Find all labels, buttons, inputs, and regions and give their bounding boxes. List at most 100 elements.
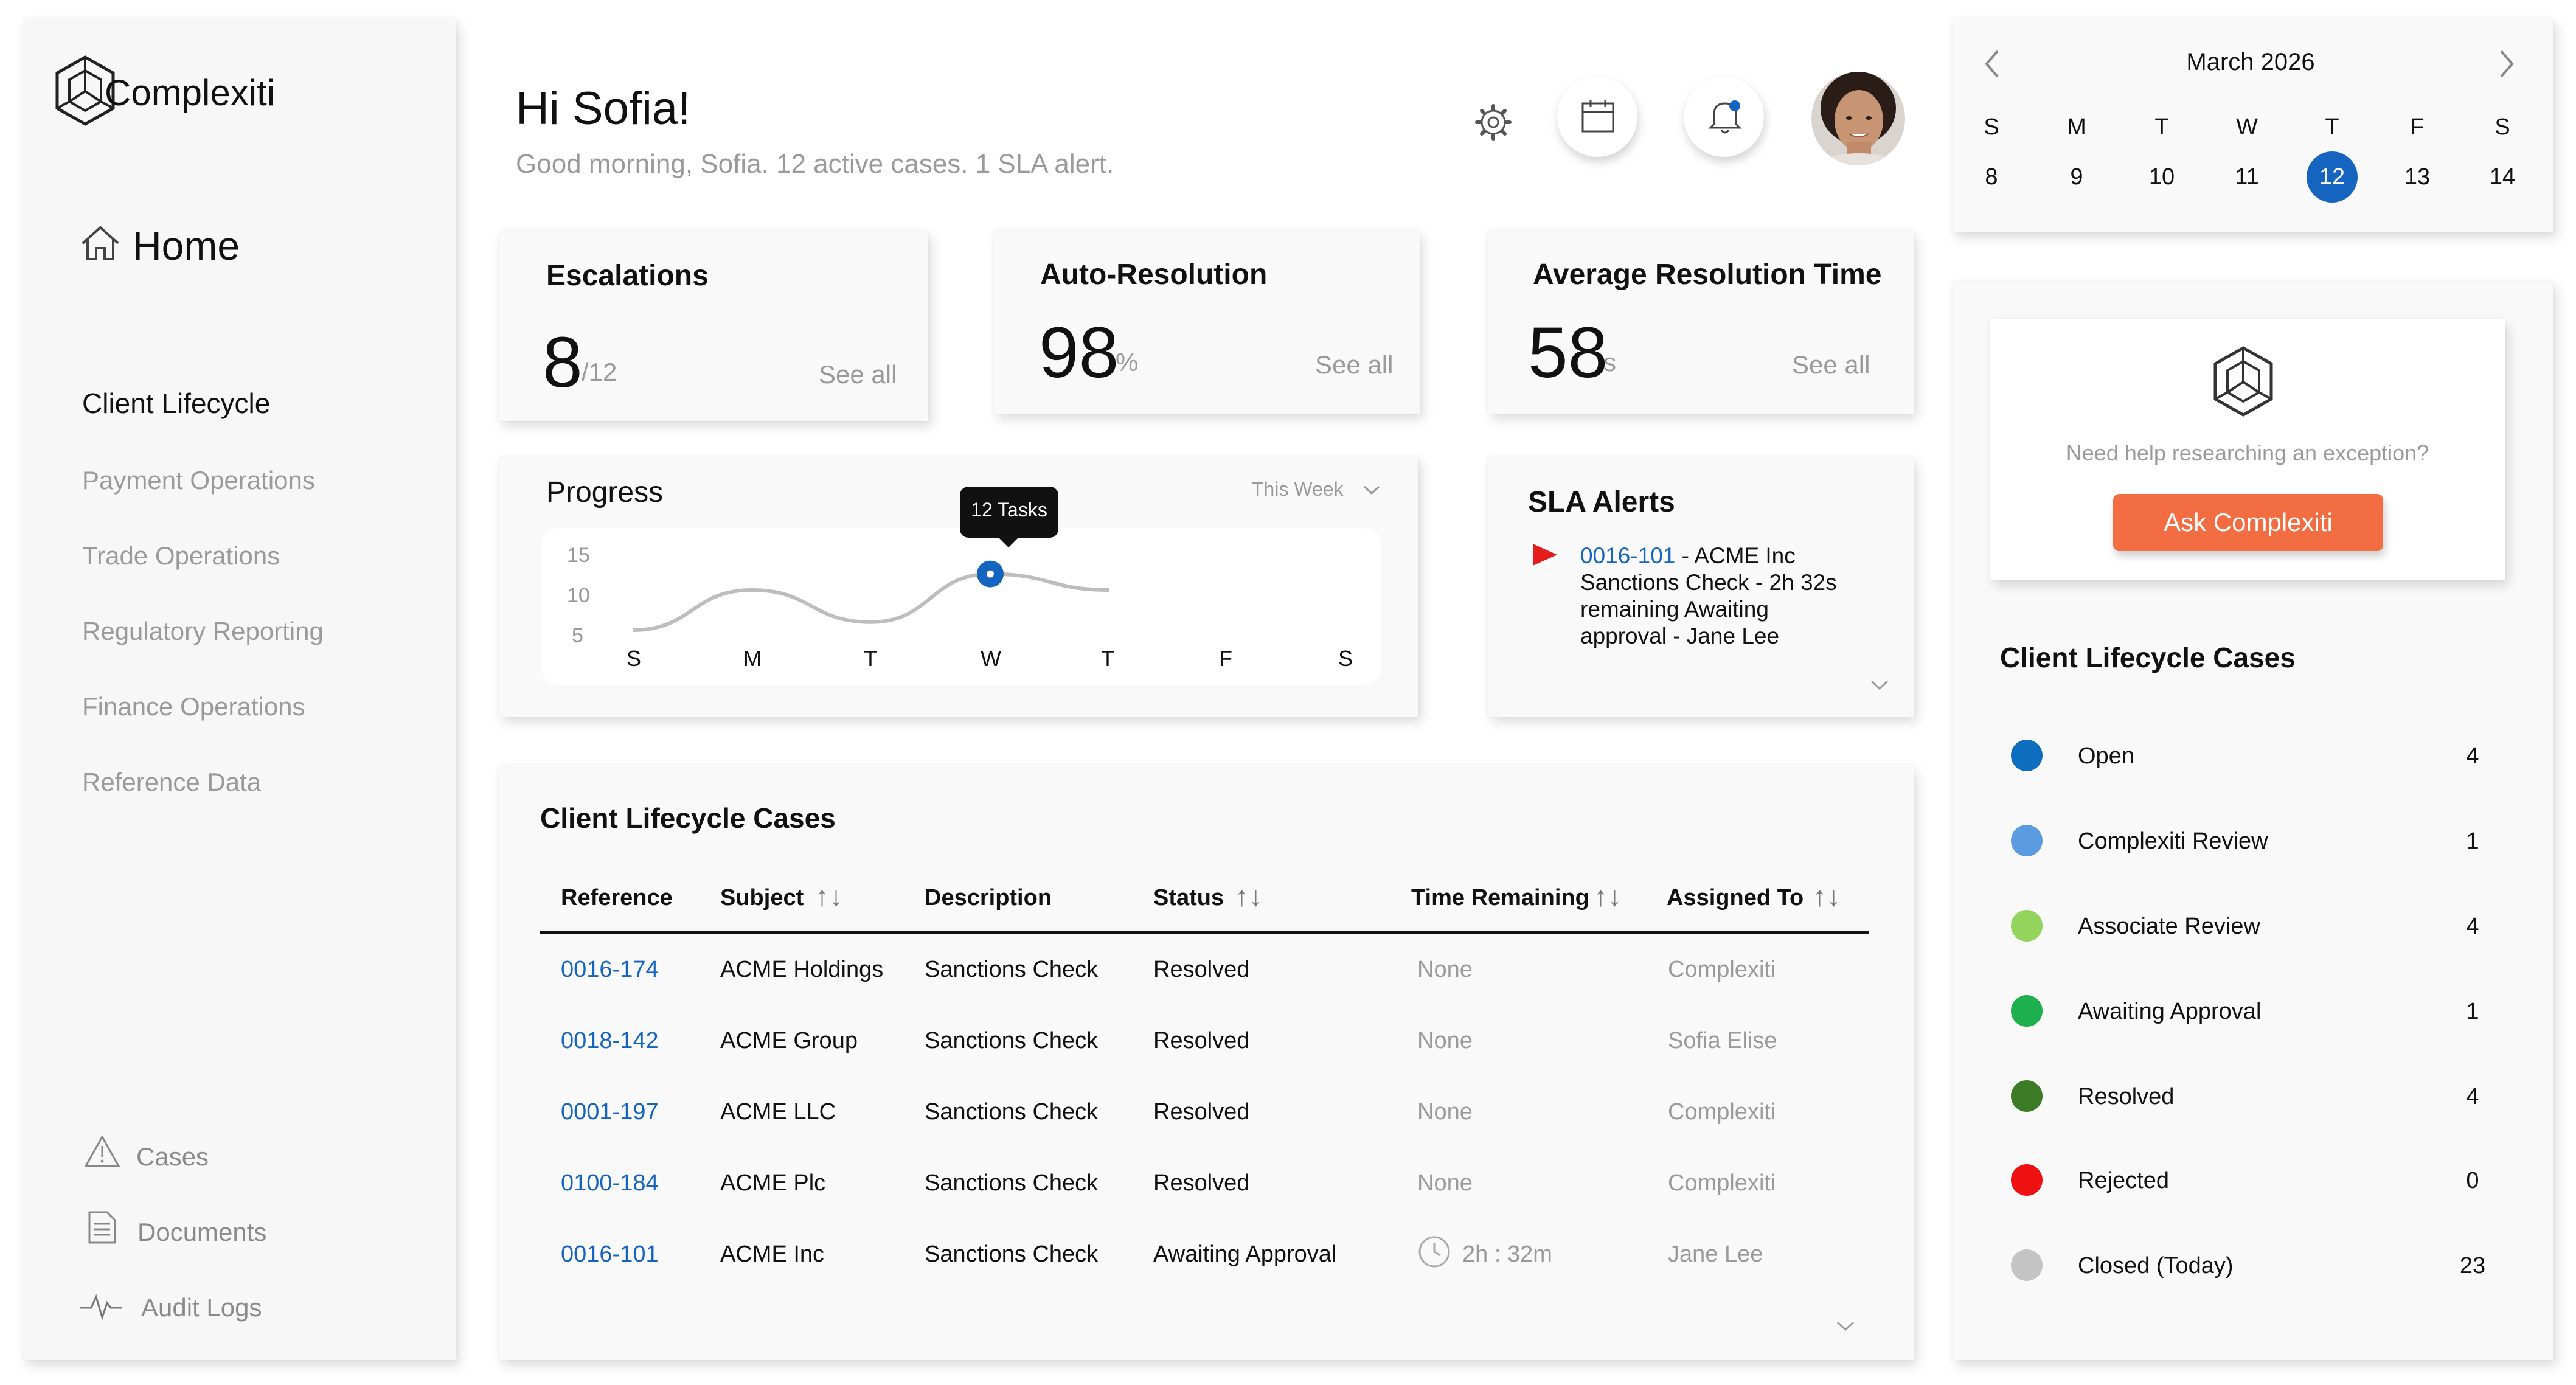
case-reference-link[interactable]: 0016-101 bbox=[561, 1241, 659, 1267]
case-subject: ACME Plc bbox=[720, 1170, 826, 1196]
tooltip-pointer bbox=[998, 536, 1019, 547]
calendar-day[interactable]: 10 bbox=[2148, 164, 2175, 190]
calendar-day[interactable]: 14 bbox=[2489, 164, 2516, 190]
case-subject: ACME Inc bbox=[720, 1241, 825, 1267]
legend-dot-closed-today bbox=[2011, 1249, 2043, 1281]
legend-dot-associate-review bbox=[2011, 910, 2043, 942]
sidebar-item-regulatory-reporting[interactable]: Regulatory Reporting bbox=[82, 617, 324, 645]
column-header-subject[interactable]: Subject bbox=[720, 885, 804, 911]
case-status: Awaiting Approval bbox=[1153, 1241, 1337, 1267]
avg-resolution-see-all-link[interactable]: See all bbox=[1792, 350, 1870, 379]
sla-alert-item[interactable]: 0016-101 - ACME Inc Sanctions Check - 2h… bbox=[1580, 543, 1909, 650]
sidebar-item-finance-operations[interactable]: Finance Operations bbox=[82, 692, 305, 721]
case-assigned-to: Complexiti bbox=[1668, 1099, 1776, 1125]
expand-chevron-icon[interactable] bbox=[1870, 679, 1889, 691]
auto-resolution-see-all-link[interactable]: See all bbox=[1315, 350, 1394, 379]
legend-dot-rejected bbox=[2011, 1164, 2043, 1196]
case-description: Sanctions Check bbox=[925, 957, 1099, 982]
legend-count: 23 bbox=[2459, 1253, 2486, 1279]
sort-icon[interactable]: ↑↓ bbox=[1813, 880, 1841, 912]
case-time-remaining: None bbox=[1417, 1099, 1473, 1125]
case-description: Sanctions Check bbox=[925, 1241, 1099, 1267]
progress-plot-area bbox=[541, 528, 1381, 685]
escalations-unit: /12 bbox=[582, 358, 617, 386]
sla-alerts-title: SLA Alerts bbox=[1528, 486, 1675, 518]
sidebar-item-reference-data[interactable]: Reference Data bbox=[82, 768, 262, 796]
avg-resolution-value: 58 bbox=[1528, 313, 1608, 393]
chevron-right-icon[interactable] bbox=[2498, 49, 2516, 79]
legend-label[interactable]: Rejected bbox=[2078, 1168, 2169, 1193]
period-select[interactable]: This Week bbox=[1252, 478, 1344, 500]
avg-resolution-unit: s bbox=[1603, 348, 1616, 377]
column-header-status[interactable]: Status bbox=[1153, 885, 1224, 911]
column-header-assigned-to[interactable]: Assigned To bbox=[1667, 885, 1804, 911]
legend-label[interactable]: Associate Review bbox=[2078, 914, 2260, 939]
legend-label[interactable]: Awaiting Approval bbox=[2078, 999, 2262, 1024]
sla-alerts-card bbox=[1488, 456, 1914, 717]
calendar-day[interactable]: 8 bbox=[1985, 164, 1998, 190]
case-reference-link[interactable]: 0001-197 bbox=[561, 1099, 659, 1125]
activity-icon bbox=[80, 1294, 122, 1321]
legend-count: 4 bbox=[2466, 1084, 2479, 1109]
warning-icon bbox=[84, 1134, 120, 1167]
calendar-weekday: F bbox=[2410, 114, 2425, 140]
calendar-day[interactable]: 13 bbox=[2404, 164, 2431, 190]
legend-dot-complexiti-review bbox=[2011, 825, 2043, 856]
sidebar-item-payment-operations[interactable]: Payment Operations bbox=[82, 466, 315, 495]
sidebar-item-audit-logs[interactable]: Audit Logs bbox=[141, 1293, 262, 1322]
sidebar-item-cases[interactable]: Cases bbox=[136, 1142, 209, 1171]
sla-alert-reference-link[interactable]: 0016-101 bbox=[1580, 543, 1676, 568]
bell-icon bbox=[1708, 100, 1742, 134]
complexiti-logo-icon bbox=[55, 55, 115, 126]
calendar-day-selected[interactable]: 12 bbox=[2319, 164, 2345, 190]
case-assigned-to: Complexiti bbox=[1668, 957, 1776, 982]
avatar[interactable] bbox=[1810, 71, 1906, 167]
legend-label[interactable]: Open bbox=[2078, 743, 2134, 769]
case-time-remaining: None bbox=[1417, 957, 1473, 982]
legend-count: 1 bbox=[2466, 828, 2479, 854]
sort-icon[interactable]: ↑↓ bbox=[815, 880, 843, 912]
avg-resolution-title: Average Resolution Time bbox=[1533, 259, 1882, 291]
calendar-weekday: T bbox=[2154, 114, 2169, 140]
case-reference-link[interactable]: 0016-174 bbox=[561, 957, 659, 982]
complexiti-logo-icon bbox=[2213, 346, 2273, 417]
column-header-time-remaining[interactable]: Time Remaining bbox=[1411, 885, 1589, 911]
legend-label[interactable]: Resolved bbox=[2078, 1084, 2175, 1109]
chevron-left-icon[interactable] bbox=[1983, 49, 2001, 79]
sidebar-item-client-lifecycle[interactable]: Client Lifecycle bbox=[82, 387, 271, 419]
cases-table-title: Client Lifecycle Cases bbox=[540, 802, 836, 834]
sort-icon[interactable]: ↑↓ bbox=[1235, 880, 1263, 912]
case-reference-link[interactable]: 0018-142 bbox=[561, 1028, 659, 1054]
sort-icon[interactable]: ↑↓ bbox=[1594, 880, 1622, 912]
sidebar-item-documents[interactable]: Documents bbox=[137, 1218, 267, 1246]
sidebar-item-home[interactable] bbox=[78, 220, 297, 269]
calendar-day[interactable]: 9 bbox=[2070, 164, 2083, 190]
case-time-remaining: 2h : 32m bbox=[1462, 1241, 1552, 1267]
progress-highlight-point-center bbox=[987, 570, 994, 578]
case-status: Resolved bbox=[1153, 1170, 1250, 1196]
column-header-reference[interactable]: Reference bbox=[561, 885, 673, 911]
escalations-card bbox=[499, 230, 928, 421]
legend-label[interactable]: Closed (Today) bbox=[2078, 1253, 2234, 1279]
calendar-day[interactable]: 11 bbox=[2235, 164, 2259, 190]
gear-icon[interactable] bbox=[1474, 103, 1512, 141]
calendar-button[interactable] bbox=[1557, 77, 1637, 157]
table-expand-chevron-icon[interactable] bbox=[1836, 1320, 1855, 1332]
chevron-down-icon[interactable] bbox=[1363, 484, 1381, 496]
column-header-description[interactable]: Description bbox=[925, 885, 1052, 911]
home-label[interactable]: Home bbox=[133, 223, 240, 268]
case-subject: ACME Holdings bbox=[720, 957, 884, 982]
case-reference-link[interactable]: 0100-184 bbox=[561, 1170, 659, 1196]
x-tick-label: S bbox=[627, 646, 642, 671]
notifications-button[interactable] bbox=[1684, 77, 1764, 157]
legend-dot-resolved bbox=[2011, 1080, 2043, 1112]
ask-complexiti-button[interactable]: Ask Complexiti bbox=[2113, 494, 2383, 551]
escalations-see-all-link[interactable]: See all bbox=[819, 360, 897, 389]
legend-count: 4 bbox=[2466, 743, 2479, 769]
sidebar-item-trade-operations[interactable]: Trade Operations bbox=[82, 541, 280, 570]
sla-alert-detail-line: remaining Awaiting bbox=[1580, 597, 1769, 622]
legend-title: Client Lifecycle Cases bbox=[2000, 642, 2296, 673]
x-tick-label: M bbox=[743, 646, 762, 671]
legend-label[interactable]: Complexiti Review bbox=[2078, 828, 2268, 854]
